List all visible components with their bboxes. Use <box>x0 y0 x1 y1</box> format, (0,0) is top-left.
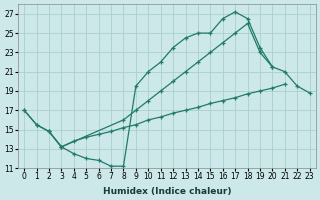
X-axis label: Humidex (Indice chaleur): Humidex (Indice chaleur) <box>103 187 231 196</box>
